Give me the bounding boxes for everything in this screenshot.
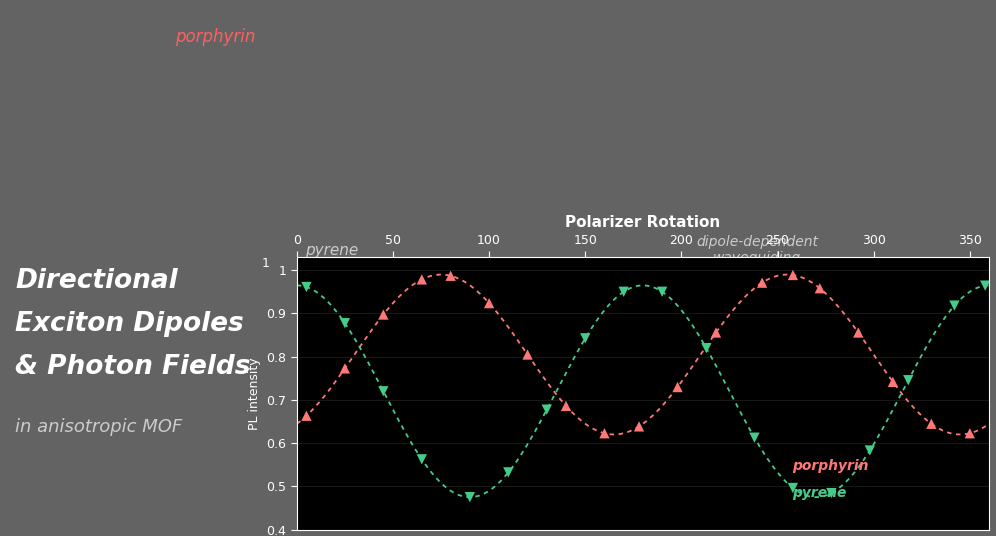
Point (654, 287, 670, 296)
Point (375, 310, 391, 319)
Point (631, 422, 647, 431)
Point (698, 344, 714, 353)
Point (946, 301, 962, 310)
Point (616, 287, 631, 296)
Text: Exciton Dipoles: Exciton Dipoles (15, 311, 244, 337)
Point (337, 319, 353, 327)
Text: in anisotropic MOF: in anisotropic MOF (15, 418, 182, 436)
Text: pyrene: pyrene (792, 486, 847, 500)
Point (481, 299, 497, 308)
Point (754, 278, 770, 287)
Point (375, 387, 391, 396)
Point (500, 468, 516, 477)
Text: & Photon Fields: & Photon Fields (15, 354, 250, 380)
Point (597, 429, 613, 437)
Text: porphyrin: porphyrin (175, 28, 256, 46)
Text: Directional: Directional (15, 268, 177, 294)
Point (785, 483, 801, 492)
Text: pyrene: pyrene (305, 243, 358, 258)
Point (708, 328, 724, 337)
Point (746, 434, 762, 442)
Point (977, 281, 993, 290)
Point (337, 364, 353, 373)
Point (442, 272, 458, 280)
Point (962, 429, 978, 437)
Point (299, 282, 315, 291)
Point (884, 377, 900, 386)
Text: 1: 1 (261, 257, 269, 270)
Point (578, 334, 594, 343)
Point (812, 284, 828, 293)
Point (824, 489, 840, 497)
Point (413, 275, 429, 284)
Point (558, 401, 574, 410)
Point (520, 350, 536, 359)
Text: porphyrin: porphyrin (792, 459, 869, 473)
Y-axis label: PL intensity: PL intensity (248, 357, 261, 430)
Point (539, 405, 555, 414)
Point (923, 420, 939, 428)
Point (785, 271, 801, 279)
Point (669, 383, 685, 391)
Text: dipole-dependent
waveguiding: dipole-dependent waveguiding (696, 235, 818, 265)
Point (851, 328, 867, 337)
Point (413, 455, 429, 464)
Point (900, 376, 916, 384)
Point (462, 493, 478, 502)
Point (862, 446, 877, 455)
Point (299, 412, 315, 420)
X-axis label: Polarizer Rotation: Polarizer Rotation (566, 215, 720, 230)
